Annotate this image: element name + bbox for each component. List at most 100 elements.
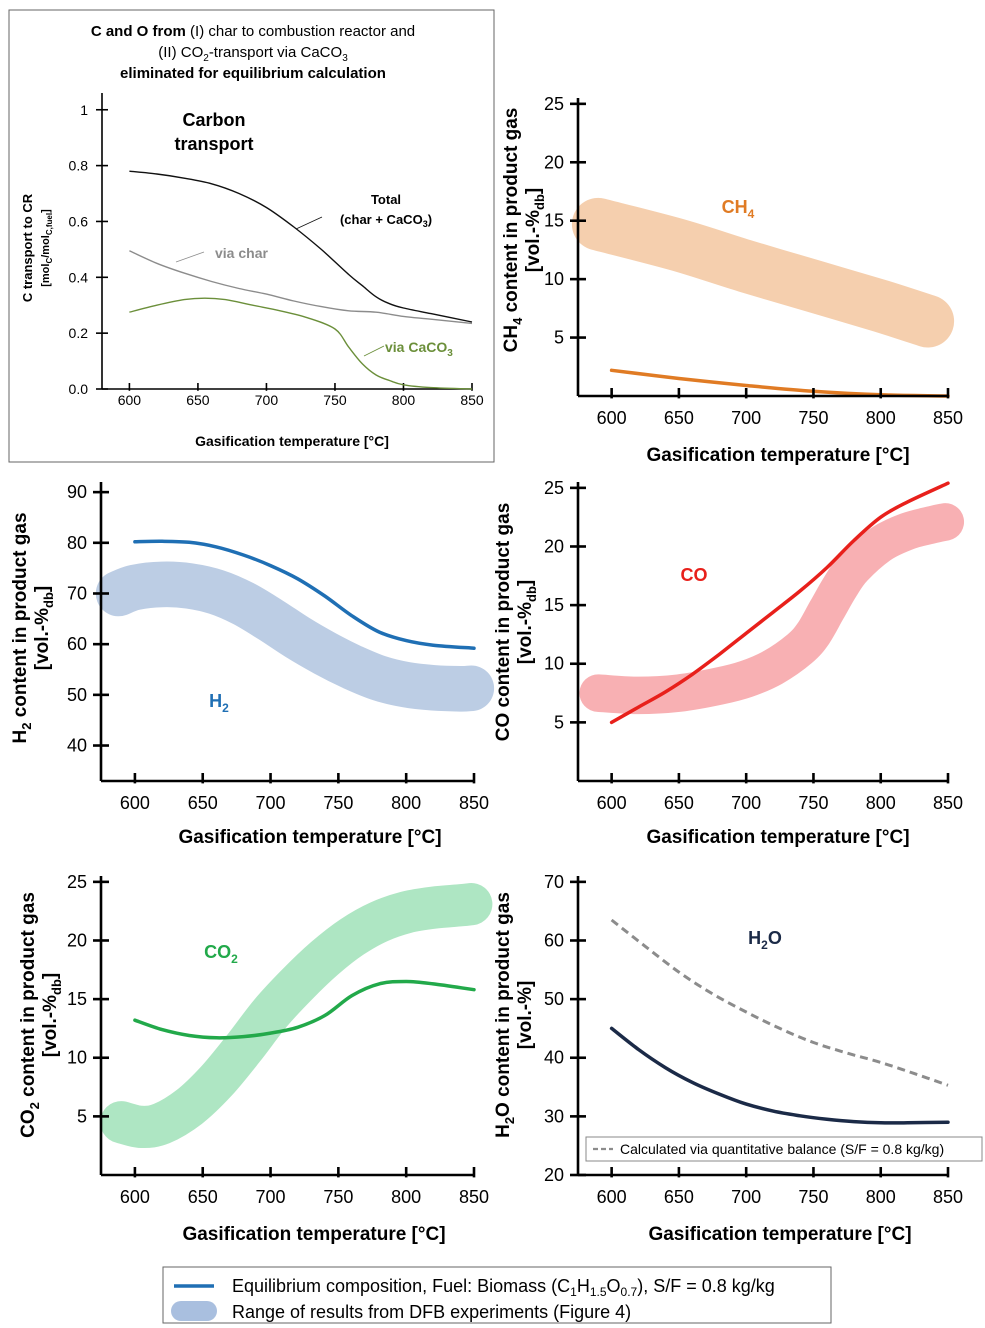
y-tick-label: 10 [67, 1048, 87, 1068]
x-tick-label: 800 [392, 392, 416, 408]
y-tick-label: 30 [544, 1106, 564, 1126]
y-tick-label: 5 [554, 328, 564, 348]
x-tick-label: 750 [323, 793, 353, 813]
quantitative-balance-line [610, 918, 949, 1087]
axes: 600 650 700 750 800 850 20 30 40 50 60 70 [544, 872, 963, 1207]
equilibrium-line [133, 539, 476, 650]
plot-area [579, 481, 965, 725]
y-tick-label: 80 [67, 533, 87, 553]
experimental-range-band [579, 503, 965, 715]
axes: 600 650 700 750 800 850 0.0 0.2 0.4 0.6 0.8 1 [69, 93, 484, 408]
x-tick-label: 800 [391, 793, 421, 813]
x-tick-label: 650 [188, 793, 218, 813]
y-axis-title-line2: [vol.-%db] [40, 973, 64, 1058]
experimental-range-band [100, 883, 493, 1149]
x-tick-label: 750 [323, 1187, 353, 1207]
y-tick-label: 0.6 [69, 213, 89, 229]
axes: 600 650 700 750 800 850 5 10 15 20 25 [67, 872, 489, 1207]
y-tick-label: 5 [554, 712, 564, 732]
y-axis-title-line1: C transport to CR [20, 193, 35, 302]
panel-header-line3: eliminated for equilibrium calculation [120, 65, 386, 82]
y-tick-label: 70 [544, 872, 564, 892]
inset-legend: Calculated via quantitative balance (S/F… [585, 1136, 983, 1162]
panel-frame [8, 9, 495, 463]
y-tick-label: 0.4 [69, 269, 89, 285]
x-tick-label: 650 [664, 1187, 694, 1207]
panel-header-line2: (II) CO2-transport via CaCO3 [158, 44, 348, 64]
x-tick-label: 700 [255, 392, 279, 408]
y-tick-label: 0.0 [69, 381, 89, 397]
equilibrium-line [133, 979, 476, 1040]
x-tick-label: 600 [597, 793, 627, 813]
y-tick-label: 40 [544, 1048, 564, 1068]
x-tick-label: 700 [731, 1187, 761, 1207]
x-tick-label: 700 [256, 1187, 286, 1207]
x-tick-label: 650 [188, 1187, 218, 1207]
x-tick-label: 700 [731, 793, 761, 813]
y-axis-title-line1: CO content in product gas [493, 503, 514, 742]
equilibrium-line [609, 368, 950, 398]
y-axis-title-line2: [molC/molC,fuel] [40, 209, 54, 287]
y-axis-title-line1: H2O content in product gas [493, 892, 517, 1138]
series-label-total: Total [371, 192, 401, 207]
series-line-total [129, 170, 473, 323]
species-label: H2 [209, 691, 229, 715]
series-label-via-char: via char [215, 245, 268, 261]
x-tick-label: 700 [731, 408, 761, 428]
h2o-panel: 600 650 700 750 800 850 20 30 40 50 60 70 H2O Calcu… [493, 872, 983, 1245]
co2-panel: 600 650 700 750 800 850 5 10 15 20 25 CO2 Gasifica… [18, 872, 493, 1245]
experimental-range-band [95, 561, 495, 712]
leader-via-caco3 [363, 345, 385, 357]
y-tick-label: 15 [544, 211, 564, 231]
y-tick-label: 25 [67, 872, 87, 892]
carbon-transport-panel: C and O from (I) char to combustion reac… [8, 9, 495, 463]
chart-title-line1: Carbon [183, 110, 246, 130]
plot-area [571, 197, 955, 398]
series-label-total-sub: (char + CaCO3) [340, 212, 432, 229]
y-tick-label: 90 [67, 482, 87, 502]
y-tick-label: 60 [544, 930, 564, 950]
series-line-via-caco3 [129, 297, 473, 390]
x-tick-label: 600 [597, 408, 627, 428]
equilibrium-line [609, 1026, 950, 1125]
x-axis-title: Gasification temperature [°C] [182, 1224, 445, 1245]
x-tick-label: 650 [186, 392, 210, 408]
y-axis-title-line2: [vol.-%db] [32, 586, 56, 671]
y-axis-title-line2: [vol.-%] [515, 981, 536, 1050]
species-label: CO2 [204, 942, 238, 966]
experimental-range-band [571, 197, 955, 348]
plot-area [609, 918, 950, 1125]
y-tick-label: 1 [80, 102, 88, 118]
x-tick-label: 800 [866, 408, 896, 428]
x-tick-label: 650 [664, 793, 694, 813]
y-tick-label: 25 [544, 94, 564, 114]
axes: 600 650 700 750 800 850 5 10 15 20 25 [544, 94, 963, 428]
y-tick-label: 70 [67, 583, 87, 603]
legend-range-label: Range of results from DFB experiments (F… [232, 1302, 631, 1322]
y-tick-label: 10 [544, 654, 564, 674]
x-axis-title: Gasification temperature [°C] [646, 827, 909, 848]
y-axis-title-line2: [vol.-%db] [523, 188, 547, 273]
y-tick-label: 10 [544, 269, 564, 289]
leader-via-char [175, 251, 205, 263]
x-tick-label: 800 [866, 793, 896, 813]
y-tick-label: 0.2 [69, 325, 89, 341]
y-tick-label: 20 [67, 930, 87, 950]
y-tick-label: 50 [67, 685, 87, 705]
x-tick-label: 750 [798, 1187, 828, 1207]
x-tick-label: 750 [323, 392, 347, 408]
x-tick-label: 850 [459, 793, 489, 813]
y-axis-title-line1: H2 content in product gas [10, 512, 34, 743]
panel-header-line1: C and O from (I) char to combustion reac… [91, 23, 415, 40]
chart-title-line2: transport [174, 134, 253, 154]
x-tick-label: 750 [798, 408, 828, 428]
x-tick-label: 800 [866, 1187, 896, 1207]
inset-legend-label: Calculated via quantitative balance (S/F… [620, 1141, 944, 1157]
y-tick-label: 40 [67, 736, 87, 756]
plot-area [95, 539, 495, 712]
x-tick-label: 800 [391, 1187, 421, 1207]
y-tick-label: 60 [67, 634, 87, 654]
y-axis-title-line1: CH4 content in product gas [501, 108, 525, 353]
series-label-via-caco3: via CaCO3 [385, 339, 453, 359]
